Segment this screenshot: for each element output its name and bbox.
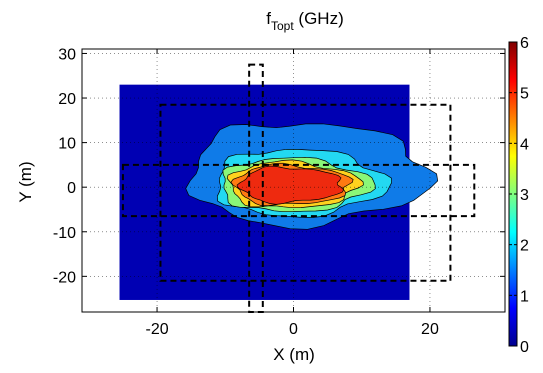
colorbar-tick-label: 4 [520,136,529,153]
plot-area: -20 0 20 -20 -10 0 10 20 30 [53,46,506,338]
dashed-outlines [121,63,476,313]
chart-title-subscript: Topt [271,19,294,33]
chart-title: fTopt (GHz) [266,9,343,33]
y-tick-label: 10 [58,136,76,153]
grid-lines [82,49,505,312]
y-tick-label: 30 [58,46,76,63]
x-tick-label: 0 [289,321,298,338]
colorbar-tick-label: 1 [520,288,529,305]
x-tick-label: -20 [145,321,168,338]
colorbar-tick-label: 0 [520,339,529,356]
axis-ticks: -20 0 20 -20 -10 0 10 20 30 [53,46,505,338]
colorbar-tick-label: 3 [520,187,529,204]
chart-title-rest: (GHz) [294,9,344,28]
chart-title-base: f [266,9,271,28]
y-tick-label: 0 [67,180,76,197]
y-tick-label: 20 [58,91,76,108]
contour-layer [185,123,439,230]
colorbar-tick-label: 6 [520,35,529,52]
y-tick-label: -10 [53,225,76,242]
x-axis-label: X (m) [273,345,315,364]
colorbar-tick-label: 5 [520,86,529,103]
x-tick-label: 20 [421,321,439,338]
y-tick-label: -20 [53,269,76,286]
colorbar: 0 1 2 3 4 5 6 [508,35,529,356]
dashed-outline-2 [121,163,476,218]
y-axis-label: Y (m) [16,161,35,202]
dashed-outline-1 [159,103,452,282]
colorbar-tick-label: 2 [520,238,529,255]
